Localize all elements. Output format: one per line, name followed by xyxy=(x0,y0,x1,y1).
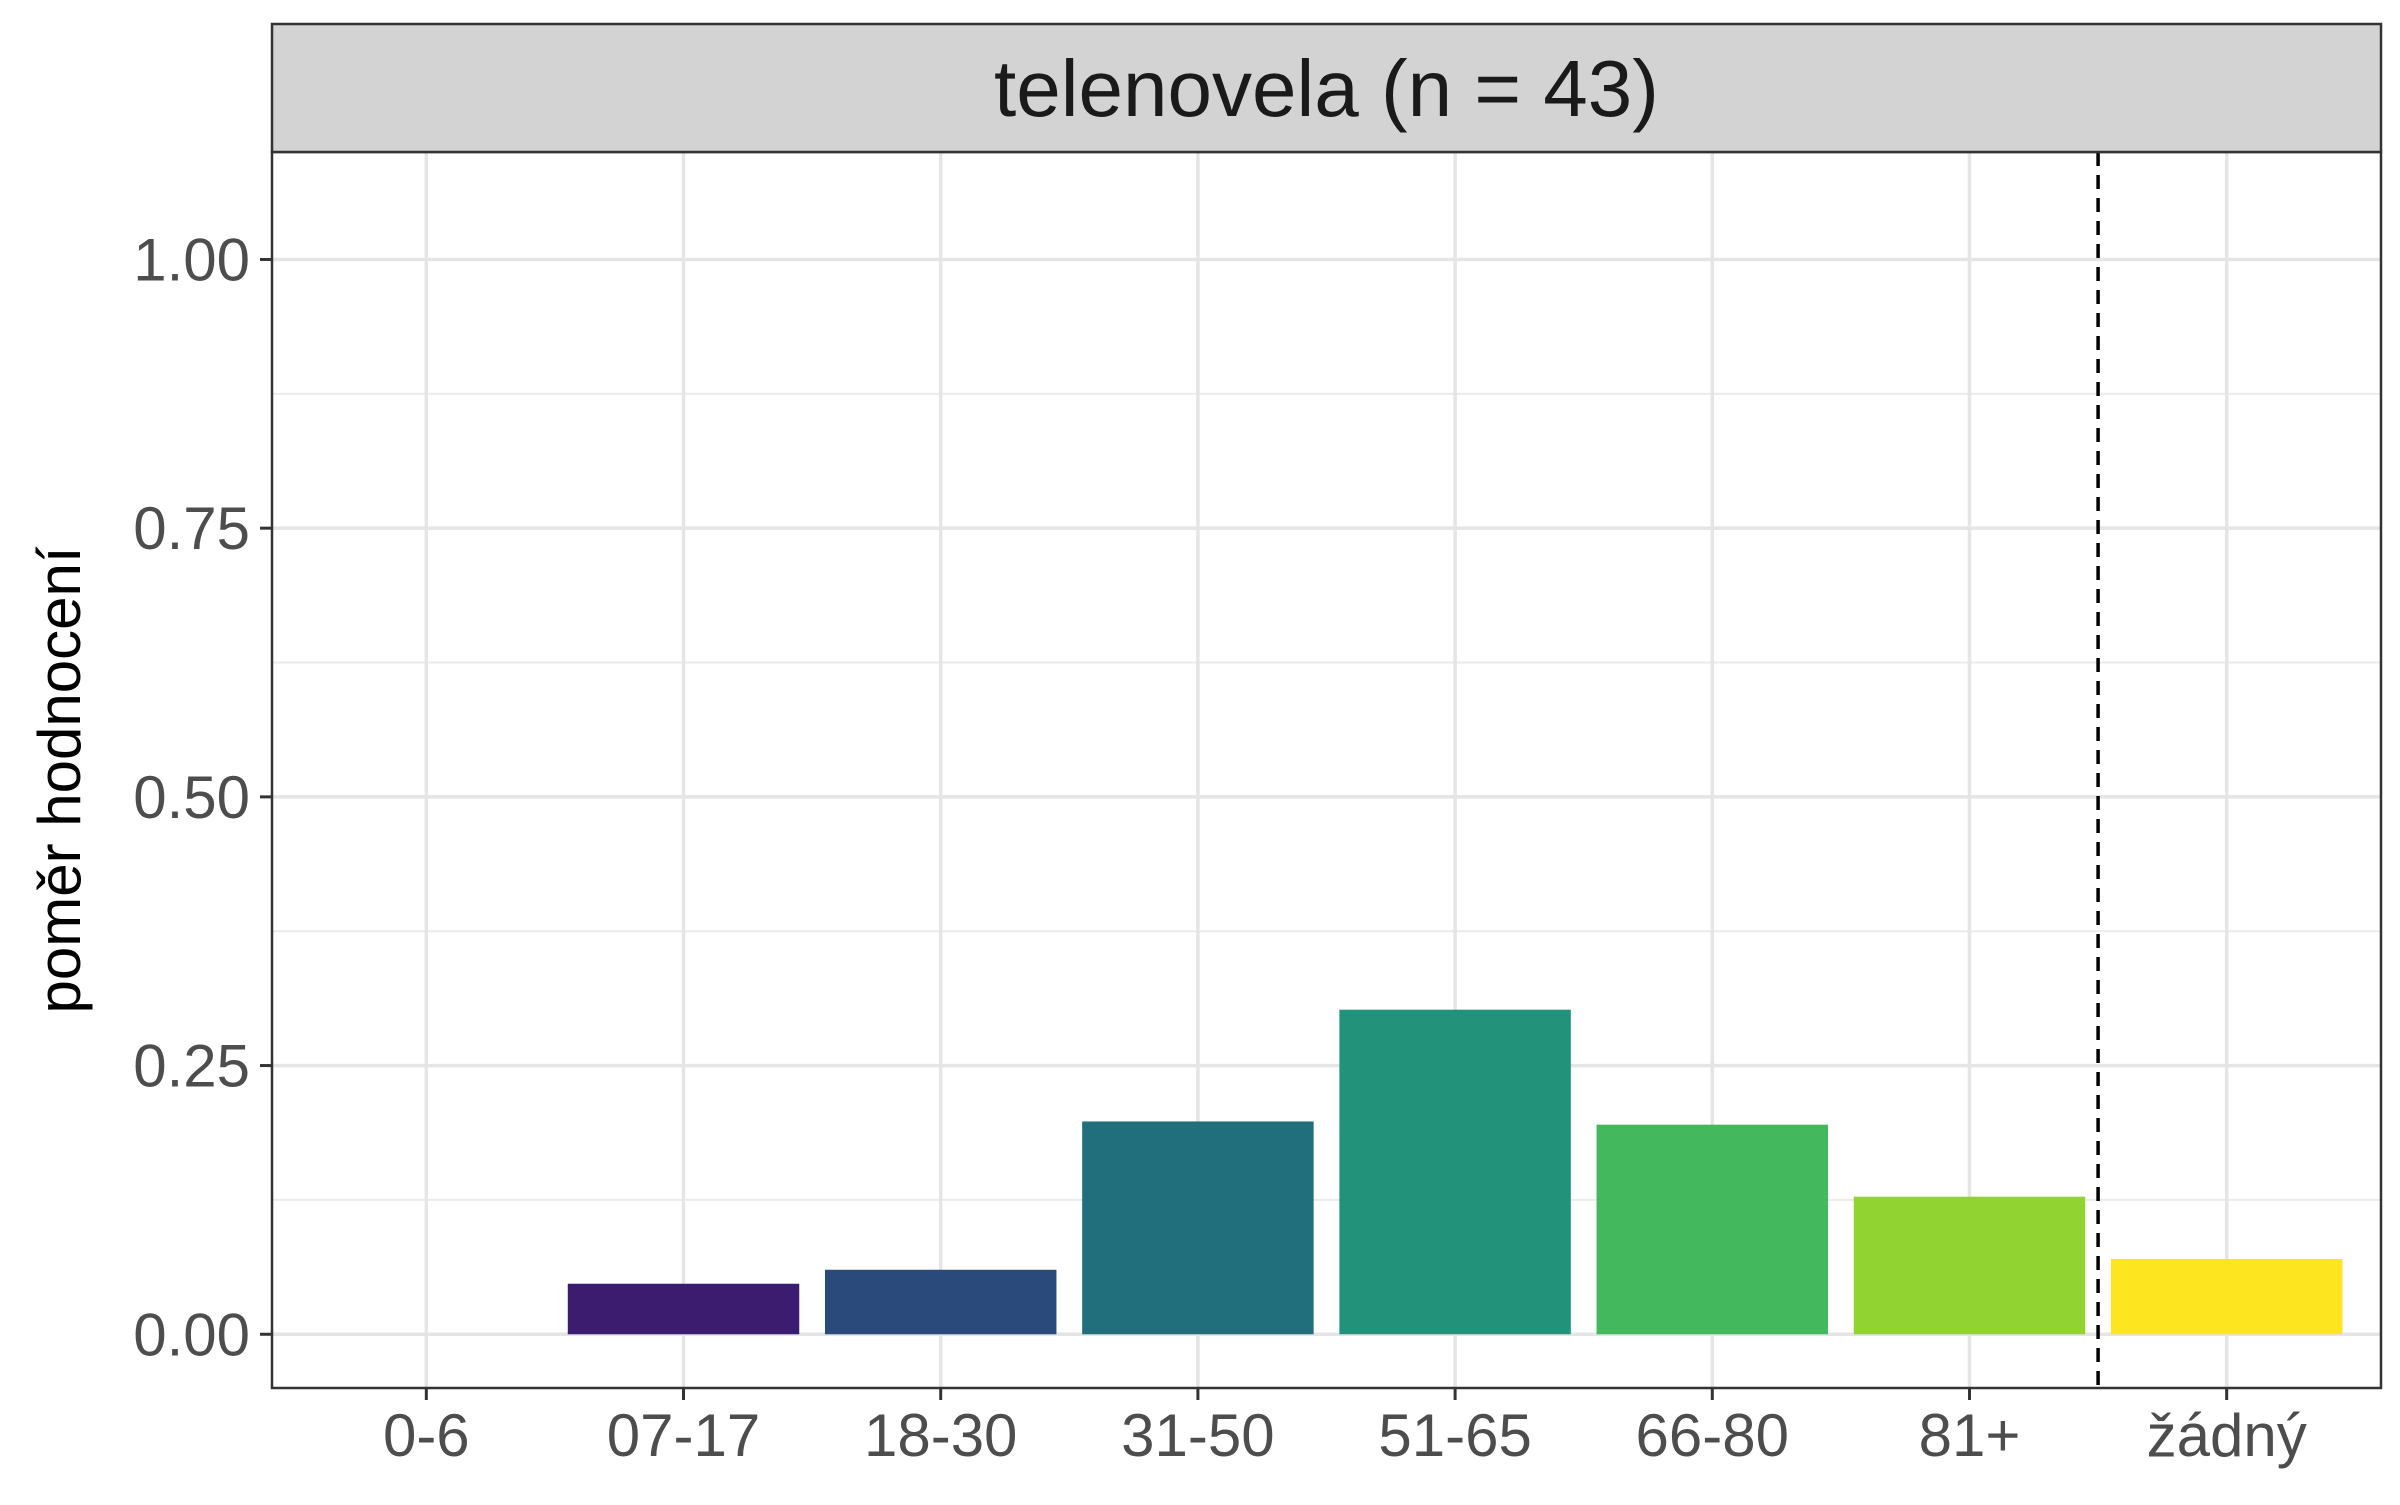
y-tick-label: 0.75 xyxy=(133,495,250,562)
x-tick-label: 51-65 xyxy=(1378,1402,1531,1469)
x-tick-label: 07-17 xyxy=(607,1402,760,1469)
facet-strip xyxy=(270,22,2383,154)
y-axis: 0.00 0.25 0.50 0.75 1.00 xyxy=(133,226,272,1368)
bar-81+ xyxy=(1853,1196,2086,1335)
facet-title: telenovela (n = 43) xyxy=(994,44,1659,133)
bar-31-50 xyxy=(1082,1121,1314,1335)
bar-07-17 xyxy=(567,1283,800,1335)
y-tick-label: 0.50 xyxy=(133,764,250,831)
x-tick-label: 0-6 xyxy=(383,1402,470,1469)
bar-66-80 xyxy=(1596,1124,1829,1335)
y-tick-label: 1.00 xyxy=(133,226,250,293)
x-tick-label: 31-50 xyxy=(1121,1402,1274,1469)
x-tick-label: žádný xyxy=(2147,1402,2307,1469)
x-tick-label: 66-80 xyxy=(1636,1402,1789,1469)
x-tick-label: 81+ xyxy=(1919,1402,2021,1469)
bar-51-65 xyxy=(1339,1009,1571,1335)
y-tick-label: 0.00 xyxy=(133,1301,250,1368)
x-axis: 0-6 07-17 18-30 31-50 51-65 66-80 81+ žádný xyxy=(383,1388,2307,1469)
y-axis-label: poměr hodnocení xyxy=(26,546,93,1013)
bar-žádný xyxy=(2110,1259,2343,1335)
bar-18-30 xyxy=(824,1269,1057,1335)
x-tick-label: 18-30 xyxy=(864,1402,1017,1469)
bars xyxy=(567,1009,2343,1335)
y-tick-label: 0.25 xyxy=(133,1033,250,1100)
